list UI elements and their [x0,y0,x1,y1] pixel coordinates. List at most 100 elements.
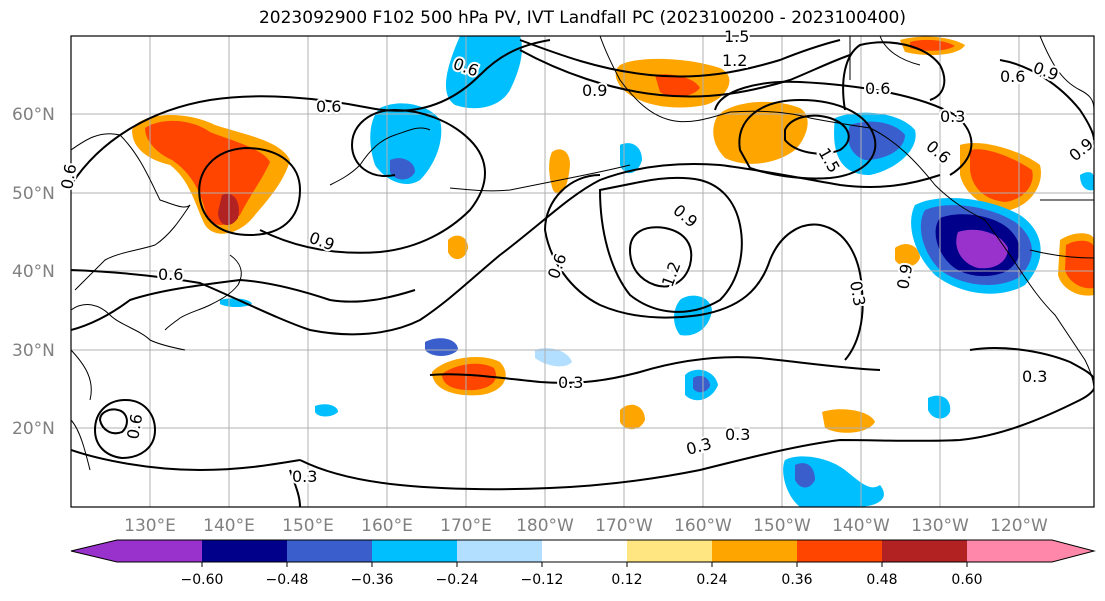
colorbar-segment [627,540,712,562]
contour-0.9-ne [999,59,1094,141]
contour-0.3-east [969,347,1094,381]
shade-negative-nw-us-4 [956,229,1008,269]
shade-positive-japan-peak [218,193,239,226]
colorbar-tick-label: −0.12 [521,572,564,588]
colorbar-tick-label: 0.48 [866,572,897,588]
lon-label: 160°E [361,516,413,536]
shade-positive-gulf-core [970,149,1033,202]
colorbar-segment [372,540,457,562]
shade-negative-okhotsk-core [390,158,415,180]
contour-label: 0.6 [922,137,954,168]
colorbar-outline [70,539,1096,563]
contour-label: 0.9 [1065,134,1097,165]
lon-label: 170°W [595,516,653,536]
coast-kamchatka [329,127,431,186]
contour-0.6-ne [842,41,946,111]
contour-label: 0.3 [558,373,583,392]
colorbar-segment [202,540,287,562]
shade-positive-small4 [822,409,875,433]
coast-japan [164,254,242,331]
shade-positive-central-core [442,363,496,391]
shade-negative-south1-core [693,375,710,393]
contour-label: 0.6 [158,265,183,284]
contour-label: 0.3 [292,467,317,486]
lat-label-group: 60°N 50°N 40°N 30°N 20°N [12,105,55,439]
contour-0.6-taiwan [93,398,157,460]
lon-label: 170°E [440,516,492,536]
contour-1.5-bering [519,39,841,78]
contour-label: 1.5 [724,27,749,46]
lon-label-group: 130°E 140°E 150°E 160°E 170°E 180°W 170°… [124,516,1048,536]
shade-positive-alaska [713,101,808,164]
lat-label: 30°N [12,341,55,361]
colorbar-segment [712,540,797,562]
lat-label: 50°N [12,184,55,204]
contour-0.9-alaska [714,80,973,176]
gridlines [71,36,1094,507]
contour-1.2-center [628,226,693,288]
contour-0.6-center [544,174,864,361]
colorbar-ticks [201,562,968,567]
lon-label: 120°W [990,516,1048,536]
contour-label: 0.9 [669,201,701,232]
shade-positive-japan-core [145,120,270,226]
shade-positive-small1 [448,235,468,260]
colorbar-segment [967,540,1094,562]
colorbar-segment [542,540,627,562]
lon-label: 140°W [832,516,890,536]
contour-label: 0.9 [582,81,607,100]
colorbar-tick-label: −0.36 [351,572,394,588]
contour-label: 0.9 [1031,58,1061,85]
shade-positive-west-coast-core [1065,240,1094,289]
contour-label: 0.6 [1000,67,1025,86]
contour-0.3-south [71,387,1094,491]
coast-asia [71,133,191,471]
contour-label: 0.3 [846,279,869,307]
colorbar-tick-label: 0.12 [611,572,642,588]
colorbar-tick-label: 0.24 [696,572,727,588]
shade-positive-ne-core [910,39,955,51]
contour-label: 0.3 [725,425,750,444]
shade-negative-small2 [535,348,572,367]
shade-negative-okhotsk [370,103,442,185]
contour-label: 0.3 [684,434,714,459]
shade-positive-small3 [620,404,645,430]
colorbar-segment [457,540,542,562]
colorbar-tick-label: −0.48 [266,572,309,588]
shade-negative-gulf-alaska-core [848,121,905,160]
contour-0.6-asia [71,39,551,186]
coast-alaska [599,36,1094,391]
shade-positive-small2 [549,149,570,194]
lat-label: 20°N [12,419,55,439]
lon-label: 180°W [516,516,574,536]
map-frame [70,35,1095,508]
border-us-canada [1029,199,1094,259]
colorbar-tick-label: 0.36 [781,572,812,588]
contour-label: 0.6 [123,412,146,440]
shade-positive-bering-core [655,74,700,97]
contour-1.5-alaska [784,114,850,155]
colorbar-tick-labels: −0.60 −0.48 −0.36 −0.24 −0.12 0.12 0.24 … [181,572,983,588]
shade-negative-south2-core [795,463,815,488]
shade-positive-small5 [895,244,920,267]
shade-negative-small6 [220,298,252,307]
aleutians [449,164,631,192]
contour-0.9-okhotsk [259,108,486,254]
colorbar-segment [287,540,372,562]
lon-label: 130°W [911,516,969,536]
colorbar-segment [71,540,202,562]
contour-label: 0.6 [865,79,890,98]
contour-label: 0.3 [1022,367,1047,386]
shade-negative-small7 [1080,172,1094,191]
contour-label: 0.9 [893,262,916,290]
plot-title: 2023092900 F102 500 hPa PV, IVT Landfall… [258,8,906,28]
shade-negative-small5 [928,395,951,419]
coastlines [71,36,1094,471]
colorbar-segment [882,540,967,562]
colorbar-tick-label: −0.24 [436,572,479,588]
contour-label: 0.3 [940,107,965,126]
lon-label: 150°W [753,516,811,536]
contour-0.9-asia [71,278,416,331]
contour-label: 1.2 [658,259,685,289]
